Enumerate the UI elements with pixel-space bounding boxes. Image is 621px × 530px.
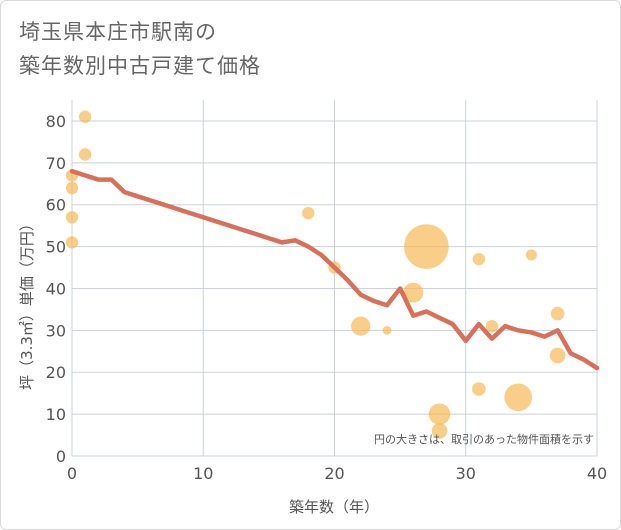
bubble-point	[550, 306, 565, 321]
bubble-point	[351, 316, 371, 336]
x-tick-label: 10	[193, 464, 213, 483]
size-note: 円の大きさは、取引のあった物件面積を示す	[374, 432, 594, 446]
y-tick-label: 80	[46, 112, 66, 131]
chart-title-line-1: 埼玉県本庄市駅南の	[19, 20, 217, 44]
y-tick-label: 60	[46, 196, 66, 215]
x-tick-label: 30	[456, 464, 476, 483]
bubble-point	[485, 319, 499, 333]
bubble-point	[428, 403, 451, 425]
y-tick-label: 0	[56, 447, 66, 466]
bubble-point	[472, 252, 486, 266]
y-tick-label: 70	[46, 154, 66, 173]
chart-title-line-2: 築年数別中古戸建て価格	[19, 54, 261, 78]
y-tick-label: 50	[46, 238, 66, 257]
tick-labels: 0 10 20 30 40 50 60 70 80 0 10 20 30 40	[46, 112, 608, 483]
bubble-point	[78, 110, 92, 123]
bubble-point	[65, 181, 79, 195]
bubble-point	[525, 249, 537, 261]
y-axis-label: 坪（3.3㎡）単価（万円）	[18, 216, 36, 390]
bubble-point	[504, 383, 533, 412]
bubble-layer	[65, 110, 566, 439]
x-tick-label: 0	[67, 464, 77, 483]
trend-layer	[69, 168, 600, 371]
grid-lines	[71, 100, 598, 457]
chart-title: 埼玉県本庄市駅南の 築年数別中古戸建て価格	[19, 15, 261, 83]
bubble-point	[302, 206, 315, 220]
bubble-point	[404, 224, 449, 269]
bubble-point	[382, 325, 392, 335]
bubble-point	[549, 347, 566, 364]
y-tick-label: 10	[46, 405, 66, 424]
y-tick-label: 30	[46, 321, 66, 340]
bubble-point	[65, 236, 79, 249]
y-tick-label: 40	[46, 279, 66, 298]
x-axis-label: 築年数（年）	[289, 498, 379, 516]
bubble-point	[431, 423, 448, 439]
x-tick-label: 40	[587, 464, 607, 483]
bubble-point	[403, 282, 424, 303]
bubble-point	[78, 148, 92, 161]
y-tick-label: 20	[46, 363, 66, 382]
x-tick-label: 20	[324, 464, 344, 483]
bubble-point	[472, 382, 486, 396]
trend-line	[69, 168, 600, 371]
bubble-point	[65, 211, 79, 224]
